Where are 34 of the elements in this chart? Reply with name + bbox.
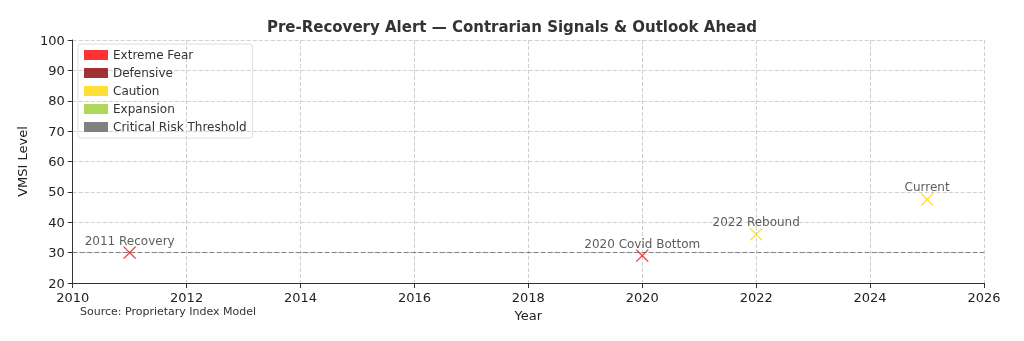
chart-title: Pre-Recovery Alert — Contrarian Signals & Outlook Ahead	[266, 17, 758, 36]
annotation: 2011 Recovery	[84, 233, 175, 248]
x-tick-label: 2014	[283, 290, 318, 305]
y-axis-title: VMSI Level	[15, 126, 30, 197]
y-tick-label: 50	[48, 184, 65, 200]
y-tick-label: 20	[48, 275, 65, 291]
y-tick-label: 30	[48, 245, 65, 261]
x-tick-label: 2022	[739, 290, 773, 305]
legend-label: Caution	[113, 84, 160, 98]
point	[920, 192, 934, 207]
x-tick-label: 2012	[170, 290, 204, 305]
y-tick-label: 60	[48, 154, 65, 169]
y-tick-label: 100	[39, 32, 65, 48]
legend-label: Expansion	[113, 102, 175, 116]
legend-label: Defensive	[113, 66, 173, 80]
annotation: 2022 Rebound	[712, 215, 800, 230]
point	[749, 227, 763, 242]
x-tick-label: 2016	[397, 290, 431, 305]
legend-label: Critical Risk Threshold	[113, 120, 247, 134]
x-tick-label: 2020	[625, 290, 659, 305]
y-tick-label: 70	[48, 123, 65, 139]
annotation: 2020 Covid Bottom	[584, 236, 701, 251]
y-tick-label: 80	[48, 93, 65, 109]
x-axis-title: Year	[513, 307, 543, 323]
x-tick-label: 2024	[853, 290, 887, 305]
y-tick-label: 90	[48, 62, 65, 78]
source-note: Source: Proprietary Index Model	[80, 305, 257, 318]
y-tick-label: 40	[48, 214, 65, 230]
x-tick-label: 2026	[967, 290, 1001, 305]
point	[635, 249, 649, 263]
x-tick-label: 2010	[56, 290, 90, 305]
x-tick-label: 2018	[511, 290, 545, 305]
legend-label: Extreme Fear	[113, 48, 194, 62]
annotation: Current	[904, 180, 950, 195]
